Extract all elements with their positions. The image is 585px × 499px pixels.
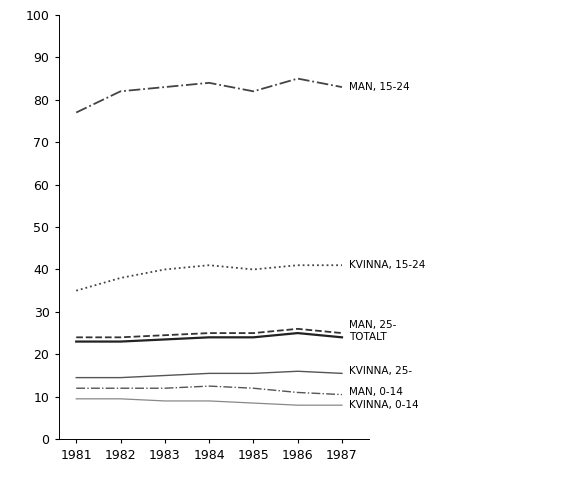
Text: KVINNA, 25-: KVINNA, 25-: [349, 366, 412, 376]
Text: MAN, 25-: MAN, 25-: [349, 319, 396, 330]
Text: MAN, 15-24: MAN, 15-24: [349, 82, 409, 92]
Text: KVINNA, 0-14: KVINNA, 0-14: [349, 400, 418, 410]
Text: MAN, 0-14: MAN, 0-14: [349, 387, 402, 398]
Text: TOTALT: TOTALT: [349, 332, 386, 342]
Text: KVINNA, 15-24: KVINNA, 15-24: [349, 260, 425, 270]
